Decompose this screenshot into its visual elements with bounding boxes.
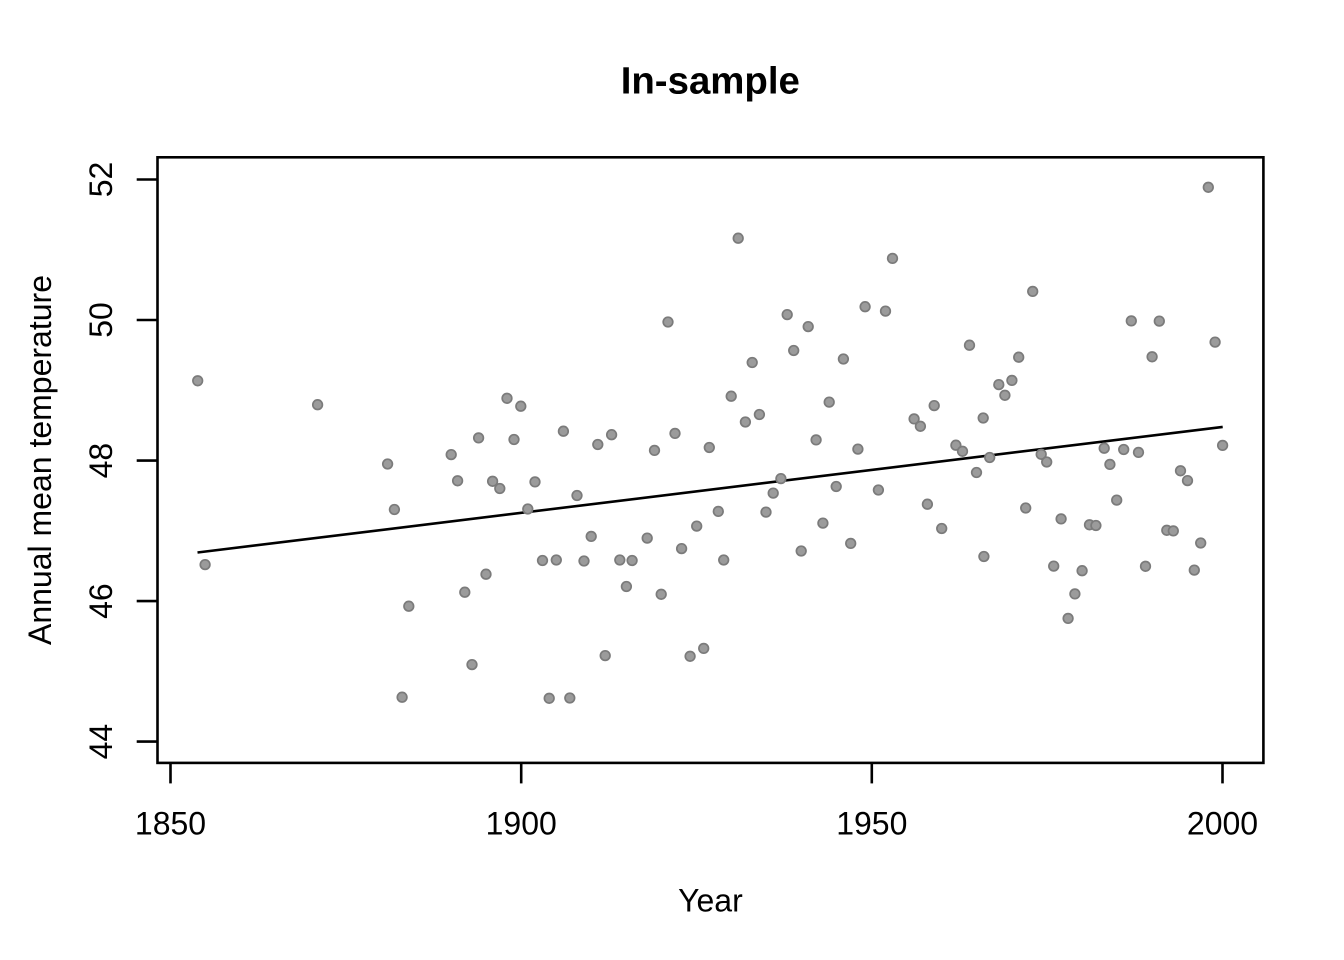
svg-text:1850: 1850 [135,805,206,841]
svg-text:In-sample: In-sample [621,59,800,102]
svg-text:52: 52 [83,162,119,198]
svg-text:50: 50 [83,302,119,338]
svg-text:44: 44 [83,724,119,760]
svg-text:1900: 1900 [486,805,557,841]
svg-text:Annual mean temperature: Annual mean temperature [22,275,58,645]
svg-text:1950: 1950 [836,805,907,841]
svg-text:2000: 2000 [1187,805,1258,841]
svg-text:48: 48 [83,443,119,479]
svg-text:46: 46 [83,583,119,619]
svg-text:Year: Year [678,882,743,918]
